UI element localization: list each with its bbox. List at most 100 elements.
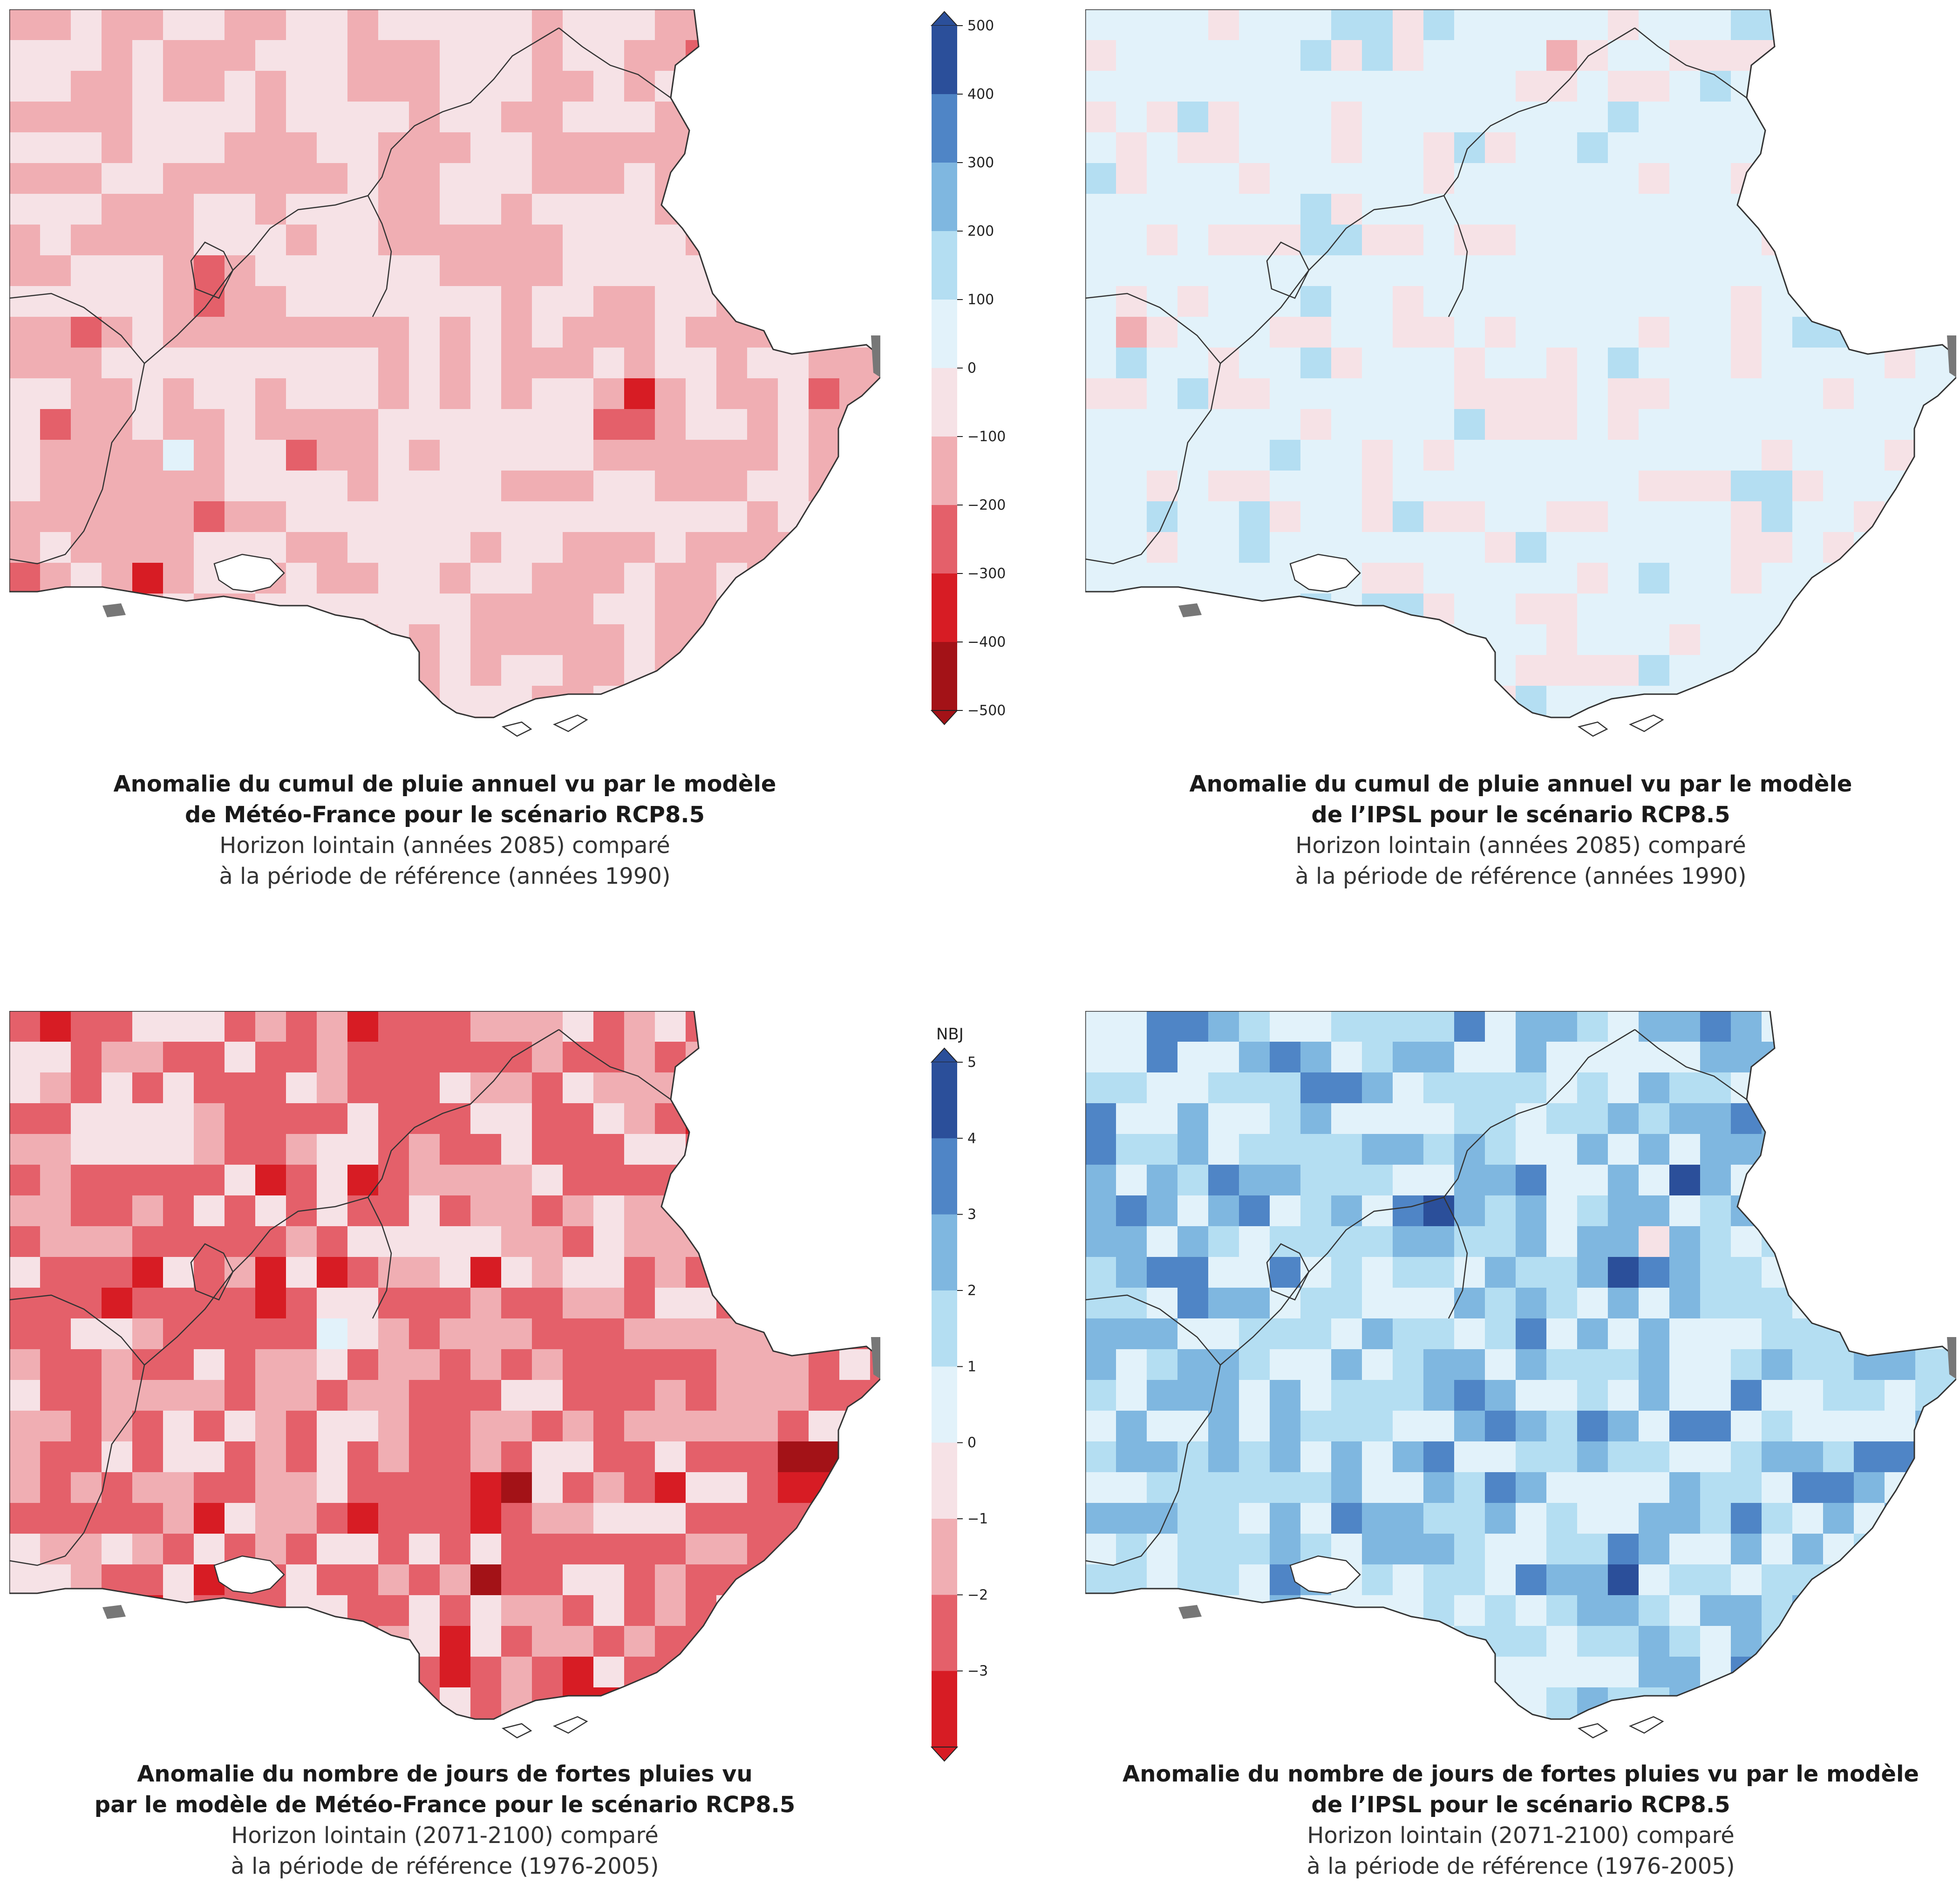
grid-cell: [1546, 378, 1578, 410]
grid-cell: [255, 163, 286, 194]
colorbar-tick-label: 100: [967, 292, 994, 308]
grid-cell: [1423, 717, 1455, 748]
grid-cell: [1485, 1165, 1516, 1196]
grid-cell: [347, 1165, 379, 1196]
grid-cell: [255, 1072, 286, 1104]
grid-cell: [1147, 9, 1178, 41]
grid-cell: [9, 1134, 41, 1165]
grid-cell: [1270, 1011, 1301, 1042]
grid-cell: [286, 1349, 317, 1380]
grid-cell: [809, 1472, 840, 1503]
grid-cell: [1423, 1103, 1455, 1134]
grid-cell: [809, 286, 840, 317]
grid-cell: [593, 594, 625, 625]
colorbar-segment: [932, 1595, 957, 1672]
grid-cell: [809, 563, 840, 594]
grid-cell: [716, 378, 748, 410]
grid-cell: [1270, 1257, 1301, 1288]
grid-cell: [1700, 1595, 1731, 1626]
grid-cell: [1393, 1134, 1424, 1165]
grid-cell: [1177, 163, 1209, 194]
grid-cell: [1946, 501, 1956, 532]
grid-cell: [1823, 1288, 1854, 1319]
grid-cell: [286, 1441, 317, 1473]
grid-cell: [40, 286, 71, 317]
grid-cell: [1300, 1042, 1332, 1073]
grid-cell: [102, 1103, 133, 1134]
grid-cell: [1454, 1195, 1485, 1227]
grid-cell: [1516, 1657, 1547, 1688]
grid-cell: [1423, 1349, 1455, 1380]
grid-cell: [778, 225, 809, 256]
grid-cell: [194, 1749, 225, 1752]
grid-cell: [593, 40, 625, 71]
grid-cell: [163, 1195, 194, 1227]
grid-cell: [1823, 624, 1854, 655]
grid-cell: [1300, 747, 1332, 750]
grid-cell: [1608, 1195, 1639, 1227]
colorbar-tick-label: −200: [967, 497, 1006, 513]
grid-cell: [716, 1103, 748, 1134]
grid-cell: [1485, 563, 1516, 594]
grid-cell: [1608, 1503, 1639, 1534]
grid-cell: [532, 1103, 563, 1134]
grid-cell: [563, 1257, 594, 1288]
grid-cell: [563, 655, 594, 686]
grid-cell: [1393, 9, 1424, 41]
grid-cell: [1085, 378, 1116, 410]
grid-cell: [255, 102, 286, 133]
grid-cell: [532, 225, 563, 256]
grid-cell: [440, 1411, 471, 1442]
grid-cell: [624, 655, 655, 686]
grid-cell: [1331, 440, 1362, 471]
grid-cell: [1731, 255, 1762, 287]
grid-cell: [778, 102, 809, 133]
grid-cell: [409, 40, 440, 71]
grid-cell: [317, 1042, 348, 1073]
grid-cell: [1885, 132, 1916, 164]
grid-cell: [501, 747, 532, 750]
grid-cell: [9, 1257, 41, 1288]
grid-cell: [870, 1134, 880, 1165]
grid-cell: [194, 717, 225, 748]
grid-cell: [1915, 1195, 1946, 1227]
grid-cell: [1085, 71, 1116, 102]
grid-cell: [1792, 9, 1824, 41]
grid-cell: [839, 1349, 871, 1380]
grid-cell: [1239, 686, 1270, 717]
grid-cell: [225, 1595, 256, 1626]
islands: [1577, 1716, 1664, 1739]
grid-cell: [747, 471, 778, 502]
grid-cell: [870, 409, 880, 440]
grid-cell: [1116, 1072, 1147, 1104]
grid-cell: [716, 501, 748, 532]
grid-cell: [1300, 1349, 1332, 1380]
grid-cell: [716, 1072, 748, 1104]
grid-cell: [317, 1380, 348, 1411]
grid-cell: [194, 471, 225, 502]
grid-cell: [1792, 1165, 1824, 1196]
grid-cell: [378, 40, 409, 71]
grid-cell: [1239, 1472, 1270, 1503]
grid-cell: [470, 1257, 502, 1288]
grid-cell: [71, 1380, 102, 1411]
caption-title: de l’IPSL pour le scénario RCP8.5: [1311, 802, 1730, 828]
grid-cell: [9, 1195, 41, 1227]
grid-cell: [839, 225, 871, 256]
grid-cell: [1454, 317, 1485, 348]
grid-cell: [1147, 1718, 1178, 1719]
grid-cell: [132, 1165, 163, 1196]
grid-cell: [1116, 655, 1147, 686]
grid-cell: [1362, 1165, 1393, 1196]
grid-cell: [9, 1072, 41, 1104]
grid-cell: [1362, 102, 1393, 133]
grid-cell: [1270, 1718, 1301, 1719]
grid-cell: [1915, 1441, 1946, 1473]
grid-cell: [563, 9, 594, 41]
grid-cell: [440, 1657, 471, 1688]
grid-cell: [1608, 1657, 1639, 1688]
grid-cell: [1946, 1011, 1956, 1042]
grid-cell: [839, 1749, 871, 1752]
grid-cell: [839, 1472, 871, 1503]
grid-cell: [624, 1349, 655, 1380]
